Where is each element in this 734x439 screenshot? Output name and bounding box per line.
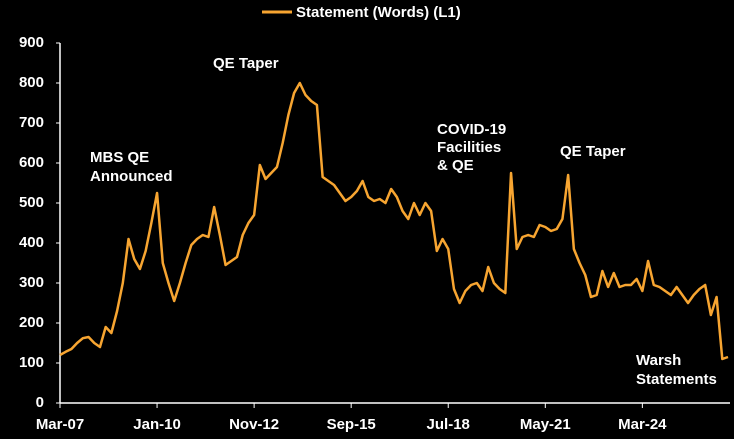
- y-tick-label: 200: [19, 314, 44, 331]
- annotation: & QE: [437, 157, 474, 174]
- y-tick-label: 100: [19, 354, 44, 371]
- annotation: Announced: [90, 168, 173, 185]
- annotation: QE Taper: [560, 143, 626, 160]
- y-tick-label: 400: [19, 234, 44, 251]
- legend-label: Statement (Words) (L1): [296, 4, 461, 21]
- y-tick-label: 500: [19, 194, 44, 211]
- y-tick-label: 600: [19, 154, 44, 171]
- x-tick-label: Jan-10: [133, 416, 181, 433]
- x-tick-label: Sep-15: [327, 416, 376, 433]
- y-tick-label: 0: [36, 394, 44, 411]
- annotation: COVID-19: [437, 121, 506, 138]
- y-tick-label: 300: [19, 274, 44, 291]
- annotation: MBS QE: [90, 149, 149, 166]
- x-tick-label: Jul-18: [427, 416, 470, 433]
- y-tick-label: 700: [19, 114, 44, 131]
- annotation: Warsh: [636, 352, 681, 369]
- x-tick-label: Nov-12: [229, 416, 279, 433]
- annotation: QE Taper: [213, 55, 279, 72]
- y-tick-label: 800: [19, 74, 44, 91]
- annotation: Statements: [636, 371, 717, 388]
- x-tick-label: Mar-24: [618, 416, 667, 433]
- x-tick-label: May-21: [520, 416, 571, 433]
- y-tick-label: 900: [19, 34, 44, 51]
- series-line: [59, 81, 729, 361]
- x-tick-label: Mar-07: [36, 416, 84, 433]
- annotation: Facilities: [437, 139, 501, 156]
